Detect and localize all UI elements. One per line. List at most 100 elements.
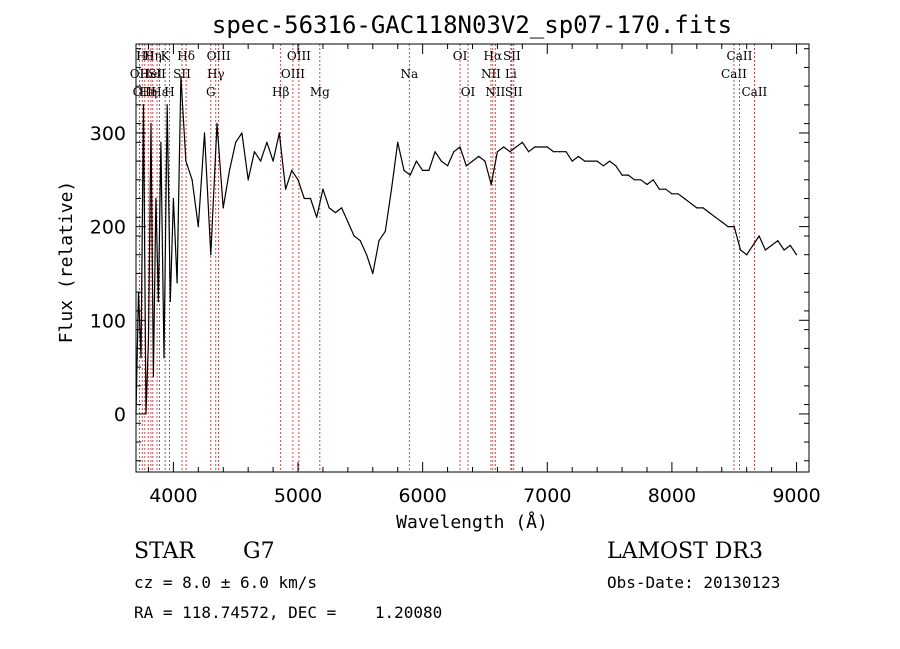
- chart-title: spec-56316-GAC118N03V2_sp07-170.fits: [212, 11, 732, 39]
- spectral-line-label-23: Hα: [484, 49, 503, 63]
- data-point-100: [702, 207, 704, 209]
- data-point-26: [241, 132, 243, 134]
- obs-date: Obs-Date: 20130123: [607, 573, 781, 592]
- data-point-14: [172, 197, 174, 200]
- x-axis-label: Wavelength (Å): [396, 511, 548, 533]
- data-point-73: [534, 146, 536, 148]
- data-point-13: [169, 300, 171, 303]
- spectral-line-label-10: SII: [173, 67, 191, 81]
- data-point-54: [415, 160, 418, 162]
- data-point-60: [453, 151, 455, 153]
- spectral-line-label-8: K: [161, 49, 171, 63]
- data-point-25: [235, 141, 237, 143]
- data-point-12: [166, 104, 168, 106]
- data-point-87: [621, 174, 623, 176]
- data-point-7: [152, 375, 155, 378]
- spectral-line-label-14: OIII: [207, 49, 231, 63]
- data-point-39: [322, 188, 324, 190]
- survey-name: LAMOST DR3: [607, 539, 763, 564]
- spectral-line-label-0: OII: [130, 67, 150, 81]
- data-point-19: [197, 226, 199, 228]
- redshift-text: cz = 8.0 ± 6.0 km/s: [134, 573, 318, 592]
- data-point-27: [247, 179, 249, 181]
- data-point-84: [602, 165, 604, 167]
- data-point-74: [540, 146, 542, 148]
- spectral-line-label-11: Hδ: [177, 49, 195, 63]
- data-point-37: [309, 197, 312, 200]
- data-point-67: [496, 151, 499, 153]
- data-point-72: [527, 151, 530, 153]
- data-point-93: [658, 188, 661, 190]
- data-point-34: [291, 169, 293, 172]
- x-tick-label-2: 6000: [398, 485, 446, 507]
- data-point-81: [584, 160, 586, 162]
- data-point-98: [690, 202, 692, 204]
- y-axis-label: Flux (relative): [56, 181, 77, 344]
- data-point-106: [739, 249, 742, 251]
- plot-frame: [135, 43, 810, 473]
- data-point-3: [142, 104, 145, 106]
- spectral-line-label-13: Hγ: [207, 67, 225, 81]
- data-point-63: [471, 160, 474, 162]
- data-point-6: [150, 123, 152, 125]
- data-point-68: [503, 146, 505, 148]
- data-point-59: [446, 165, 449, 167]
- data-point-23: [222, 207, 224, 209]
- spectrum-series: [135, 76, 798, 415]
- data-point-92: [652, 179, 654, 181]
- data-point-114: [789, 244, 791, 246]
- y-tick-label-2: 200: [90, 217, 126, 239]
- series-line-0: [135, 76, 797, 415]
- x-tick-label-1: 5000: [274, 485, 322, 507]
- data-point-24: [228, 169, 231, 172]
- object-class: STAR: [134, 539, 195, 564]
- data-point-57: [434, 151, 436, 153]
- data-point-78: [565, 151, 567, 153]
- object-subclass: G7: [243, 539, 275, 564]
- data-point-48: [378, 240, 380, 242]
- data-point-15: [176, 282, 178, 284]
- data-point-10: [160, 141, 162, 143]
- data-point-75: [546, 146, 548, 148]
- axis-ticks: 4000 5000 6000 7000 8000 9000 0 100 200 300: [90, 44, 821, 507]
- data-point-90: [640, 179, 642, 181]
- data-point-86: [615, 165, 617, 167]
- data-point-38: [316, 216, 318, 218]
- data-point-64: [478, 155, 480, 157]
- data-point-82: [590, 160, 592, 162]
- data-point-77: [559, 151, 561, 153]
- data-point-85: [608, 160, 611, 162]
- x-tick-label-3: 7000: [523, 485, 571, 507]
- data-point-40: [328, 207, 330, 209]
- x-tick-label-4: 8000: [648, 485, 696, 507]
- data-point-32: [278, 132, 280, 134]
- data-point-80: [577, 155, 580, 157]
- data-point-69: [509, 151, 511, 153]
- data-point-88: [627, 174, 629, 176]
- spectral-line-label-29: CaII: [727, 49, 753, 63]
- spectral-line-label-17: OIII: [287, 49, 311, 63]
- data-point-41: [334, 211, 337, 214]
- data-point-65: [484, 160, 486, 162]
- spectral-line-label-15: Hβ: [272, 85, 289, 99]
- spectral-line-label-16: OIII: [281, 67, 305, 81]
- data-point-20: [203, 132, 206, 134]
- data-point-83: [596, 160, 598, 162]
- x-tick-label-0: 4000: [149, 485, 197, 507]
- data-point-104: [727, 226, 729, 228]
- data-point-103: [721, 221, 723, 223]
- data-point-17: [185, 160, 187, 162]
- data-point-29: [260, 160, 262, 162]
- data-point-112: [777, 240, 779, 242]
- data-point-105: [733, 226, 735, 228]
- data-point-111: [771, 244, 773, 246]
- data-point-16: [180, 76, 182, 78]
- data-point-33: [284, 188, 287, 190]
- data-point-96: [677, 193, 679, 195]
- spectral-line-label-28: CaII: [721, 67, 747, 81]
- data-point-8: [155, 197, 157, 200]
- data-point-109: [758, 235, 760, 237]
- data-point-97: [683, 197, 685, 200]
- data-point-76: [552, 151, 555, 153]
